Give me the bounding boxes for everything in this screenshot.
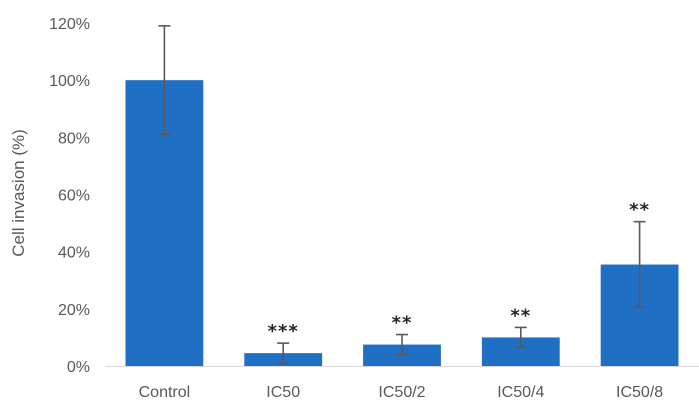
- y-tick-label: 60%: [58, 188, 90, 205]
- x-tick-label: IC50/8: [616, 384, 663, 401]
- significance-label: **: [510, 305, 531, 326]
- x-tick-label: IC50/4: [497, 384, 544, 401]
- significance-labels: *** ** ****: [268, 200, 650, 342]
- y-tick-label: 100%: [49, 73, 90, 90]
- y-tick-label: 40%: [58, 245, 90, 262]
- significance-label: **: [629, 200, 650, 221]
- error-bar: [633, 220, 646, 309]
- error-bar: [277, 342, 290, 364]
- significance-label: **: [392, 313, 413, 334]
- y-tick-labels: 0% 20% 40% 60% 80% 100% 120%: [49, 16, 90, 376]
- error-bar: [396, 333, 408, 356]
- error-bar: [514, 326, 527, 349]
- error-bars: [158, 25, 646, 364]
- error-bar: [158, 25, 171, 136]
- x-tick-label: Control: [139, 384, 191, 401]
- y-tick-label: 0%: [67, 359, 90, 376]
- x-tick-label: IC50: [266, 384, 300, 401]
- x-tick-labels: Control IC50 IC50/2 IC50/4 IC50/8: [139, 384, 664, 401]
- y-tick-label: 20%: [58, 302, 90, 319]
- y-tick-label: 80%: [58, 130, 90, 147]
- y-axis-title: Cell invasion (%): [9, 129, 28, 257]
- significance-label: ***: [268, 321, 299, 342]
- x-tick-label: IC50/2: [378, 384, 425, 401]
- y-tick-label: 120%: [49, 16, 90, 33]
